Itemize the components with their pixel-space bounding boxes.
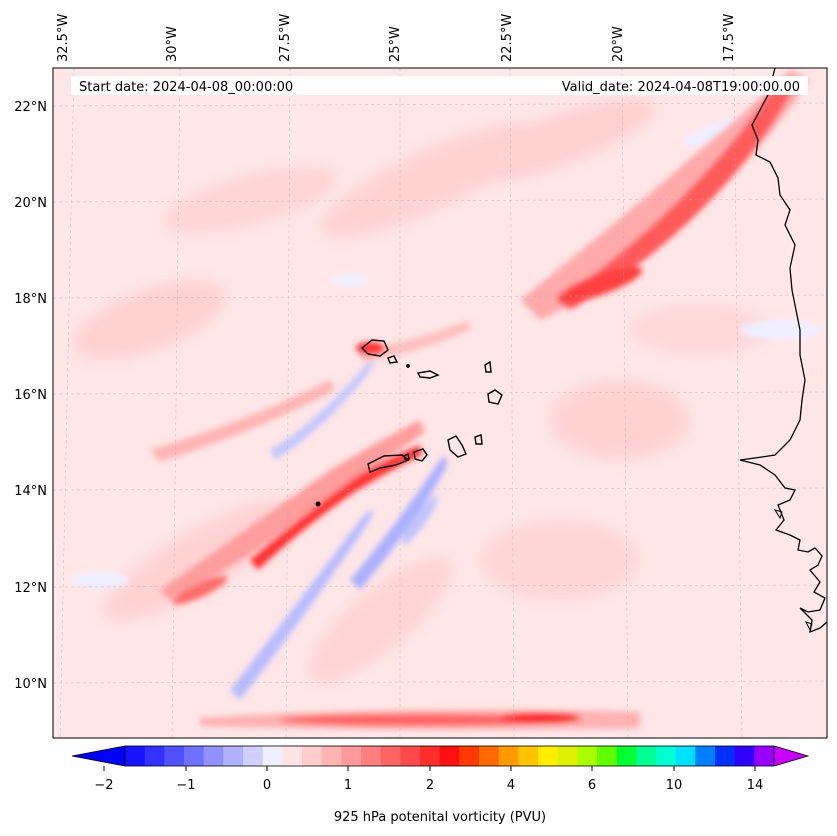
lon-label: 17.5°W — [722, 14, 737, 62]
colorbar-cell — [675, 746, 696, 766]
lon-label: 32.5°W — [56, 14, 71, 62]
colorbar-cell — [636, 746, 657, 766]
island-sal — [484, 360, 492, 373]
lat-label: 20°N — [14, 196, 47, 211]
island-strip — [367, 454, 410, 473]
colorbar-cell — [538, 746, 559, 766]
lon-label: 20°W — [611, 26, 626, 62]
graticule — [53, 68, 827, 738]
colorbar-cell — [557, 746, 578, 766]
colorbar-cell — [420, 746, 441, 766]
colorbar-cell — [498, 746, 519, 766]
colorbar-cell — [223, 746, 244, 766]
colorbar-cell — [203, 746, 224, 766]
colorbar-over-triangle — [773, 745, 810, 767]
island-boa-vista — [487, 389, 503, 405]
colorbar-cell — [577, 746, 598, 766]
colorbar-cell — [439, 746, 460, 766]
colorbar-cell — [715, 746, 736, 766]
pv-field-strong — [172, 80, 795, 725]
lat-label: 12°N — [14, 581, 47, 596]
pv-field-light — [74, 98, 770, 683]
coastal-islets — [773, 509, 813, 632]
islet — [406, 364, 410, 368]
colorbar-cell — [597, 746, 618, 766]
colorbar-tick-label: 14 — [747, 778, 764, 793]
colorbar-tick-label: 2 — [426, 778, 434, 793]
colorbar-cell — [479, 746, 500, 766]
island-sao-nicolau — [416, 370, 440, 379]
islet — [315, 501, 321, 507]
colorbar-cell — [380, 746, 401, 766]
colorbar-tick-label: −1 — [176, 778, 195, 793]
colorbar-cell — [400, 746, 421, 766]
lat-label: 18°N — [14, 292, 47, 307]
island-santiago — [447, 435, 467, 458]
colorbar-cell — [361, 746, 382, 766]
latitude-labels: 22°N 20°N 18°N 16°N 14°N 12°N 10°N — [14, 100, 47, 692]
island-maio — [474, 434, 483, 445]
colorbar-cell — [754, 746, 775, 766]
colorbar-ticks — [103, 766, 756, 771]
valid-date-label: Valid_date: 2024-04-08T19:00:00.00 — [562, 80, 800, 95]
lat-label: 10°N — [14, 677, 47, 692]
island-sao-vicente — [387, 355, 399, 364]
colorbar-cell — [341, 746, 362, 766]
start-date-label: Start date: 2024-04-08_00:00:00 — [79, 80, 293, 95]
colorbar-tick-label: 10 — [666, 778, 683, 793]
lon-label: 27.5°W — [278, 14, 293, 62]
colorbar-cell — [656, 746, 677, 766]
lon-label: 25°W — [388, 26, 403, 62]
longitude-labels: 32.5°W 30°W 27.5°W 25°W 22.5°W 20°W 17.5… — [56, 14, 737, 62]
map-panel — [53, 68, 827, 738]
colorbar-cell — [243, 746, 264, 766]
lon-label: 30°W — [165, 26, 180, 62]
colorbar-cell — [144, 746, 165, 766]
lat-label: 14°N — [14, 484, 47, 499]
colorbar-cell — [459, 746, 480, 766]
map-frame — [52, 67, 828, 739]
island-fogo — [413, 448, 428, 462]
colorbar-cell — [282, 746, 303, 766]
colorbar-under-triangle — [71, 745, 126, 767]
colorbar-cell — [262, 746, 283, 766]
colorbar: −2 −1 0 1 2 4 6 10 14 925 hPa potenital … — [71, 745, 810, 825]
colorbar-outline — [124, 745, 775, 767]
island-santo-antao — [360, 339, 389, 357]
colorbar-cell — [302, 746, 323, 766]
colorbar-tick-labels: −2 −1 0 1 2 4 6 10 14 — [94, 778, 763, 793]
colorbar-tick-label: 4 — [507, 778, 515, 793]
cape-verde-islands — [315, 339, 503, 507]
colorbar-tick-label: 1 — [344, 778, 352, 793]
colorbar-cell — [321, 746, 342, 766]
colorbar-cell — [616, 746, 637, 766]
colorbar-tick-label: −2 — [94, 778, 113, 793]
date-header-box — [71, 76, 808, 95]
colorbar-cell — [164, 746, 185, 766]
colorbar-cell — [695, 746, 716, 766]
colorbar-cell — [125, 746, 146, 766]
lat-label: 16°N — [14, 388, 47, 403]
colorbar-tick-label: 0 — [263, 778, 271, 793]
colorbar-cell — [734, 746, 755, 766]
colorbar-tick-label: 6 — [588, 778, 596, 793]
colorbar-cell — [518, 746, 539, 766]
lon-label: 22.5°W — [500, 14, 515, 62]
lat-label: 22°N — [14, 100, 47, 115]
colorbar-cell — [184, 746, 205, 766]
african-coastline — [739, 68, 827, 634]
colorbar-title: 925 hPa potenital vorticity (PVU) — [334, 810, 546, 825]
